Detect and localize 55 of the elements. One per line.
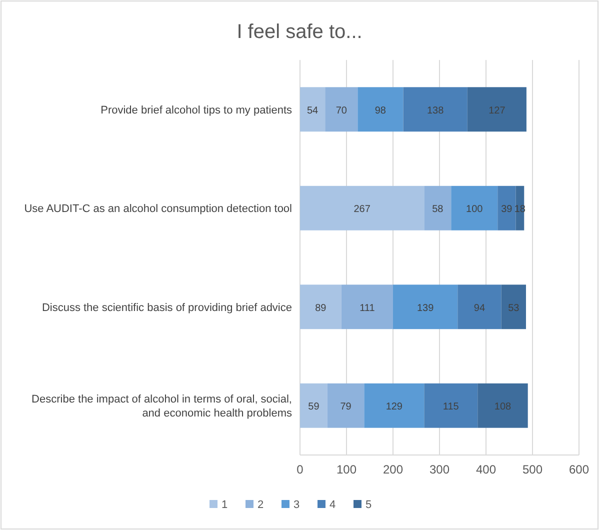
legend-label: 4 [330,499,336,511]
data-label: 53 [508,302,520,314]
y-tick-label: Provide brief alcohol tips to my patients [100,104,292,116]
bar [501,284,526,330]
data-label: 267 [354,204,371,216]
data-label: 115 [442,402,460,413]
data-label: 100 [466,204,484,216]
x-tick-label: 500 [522,462,543,477]
x-tick-label: 600 [568,462,590,477]
data-label: 58 [432,204,444,216]
bar [424,383,478,428]
bar [300,87,326,132]
data-label: 89 [315,302,327,314]
bar [300,284,342,330]
data-label: 79 [340,402,352,413]
data-label: 108 [494,402,512,413]
data-label: 139 [416,302,434,314]
bar [364,383,424,428]
bar [403,87,468,132]
bar [424,186,452,230]
bar [325,87,358,132]
data-label: 111 [360,302,376,314]
bar [341,284,393,330]
bar [478,383,528,428]
y-tick-label: Discuss the scientific basis of providing brief advice [42,302,292,314]
x-tick-label: 0 [296,462,304,477]
data-label: 39 [501,204,513,216]
x-tick-label: 400 [476,462,496,477]
bar [451,186,498,230]
bar [498,186,516,230]
legend-label: 5 [366,499,372,511]
bar [327,383,364,428]
legend-label: 1 [222,499,228,511]
data-label: 94 [474,302,486,314]
data-label: 59 [308,402,320,413]
data-label: 98 [374,105,386,116]
data-label: 54 [306,105,319,116]
data-label: 127 [488,105,506,116]
y-tick-label: Describe the impact of alcohol in terms of oral, social, and economic health problems [32,394,292,420]
legend-label: 3 [294,499,300,511]
x-tick-label: 200 [382,462,404,477]
bar [300,383,328,428]
bar [358,87,404,132]
bar [467,87,526,132]
legend-label: 2 [258,499,264,511]
x-tick-label: 300 [429,462,450,477]
data-label: 129 [386,402,403,413]
data-label: 138 [426,105,444,116]
y-tick-label: Use AUDIT-C as an alcohol consumption detection tool [24,203,292,216]
bar [458,284,502,330]
data-label: 70 [336,105,348,116]
chart-title: I feel safe to... [236,21,362,43]
bar [300,186,424,230]
bar [393,284,458,330]
x-tick-label: 100 [336,462,357,477]
